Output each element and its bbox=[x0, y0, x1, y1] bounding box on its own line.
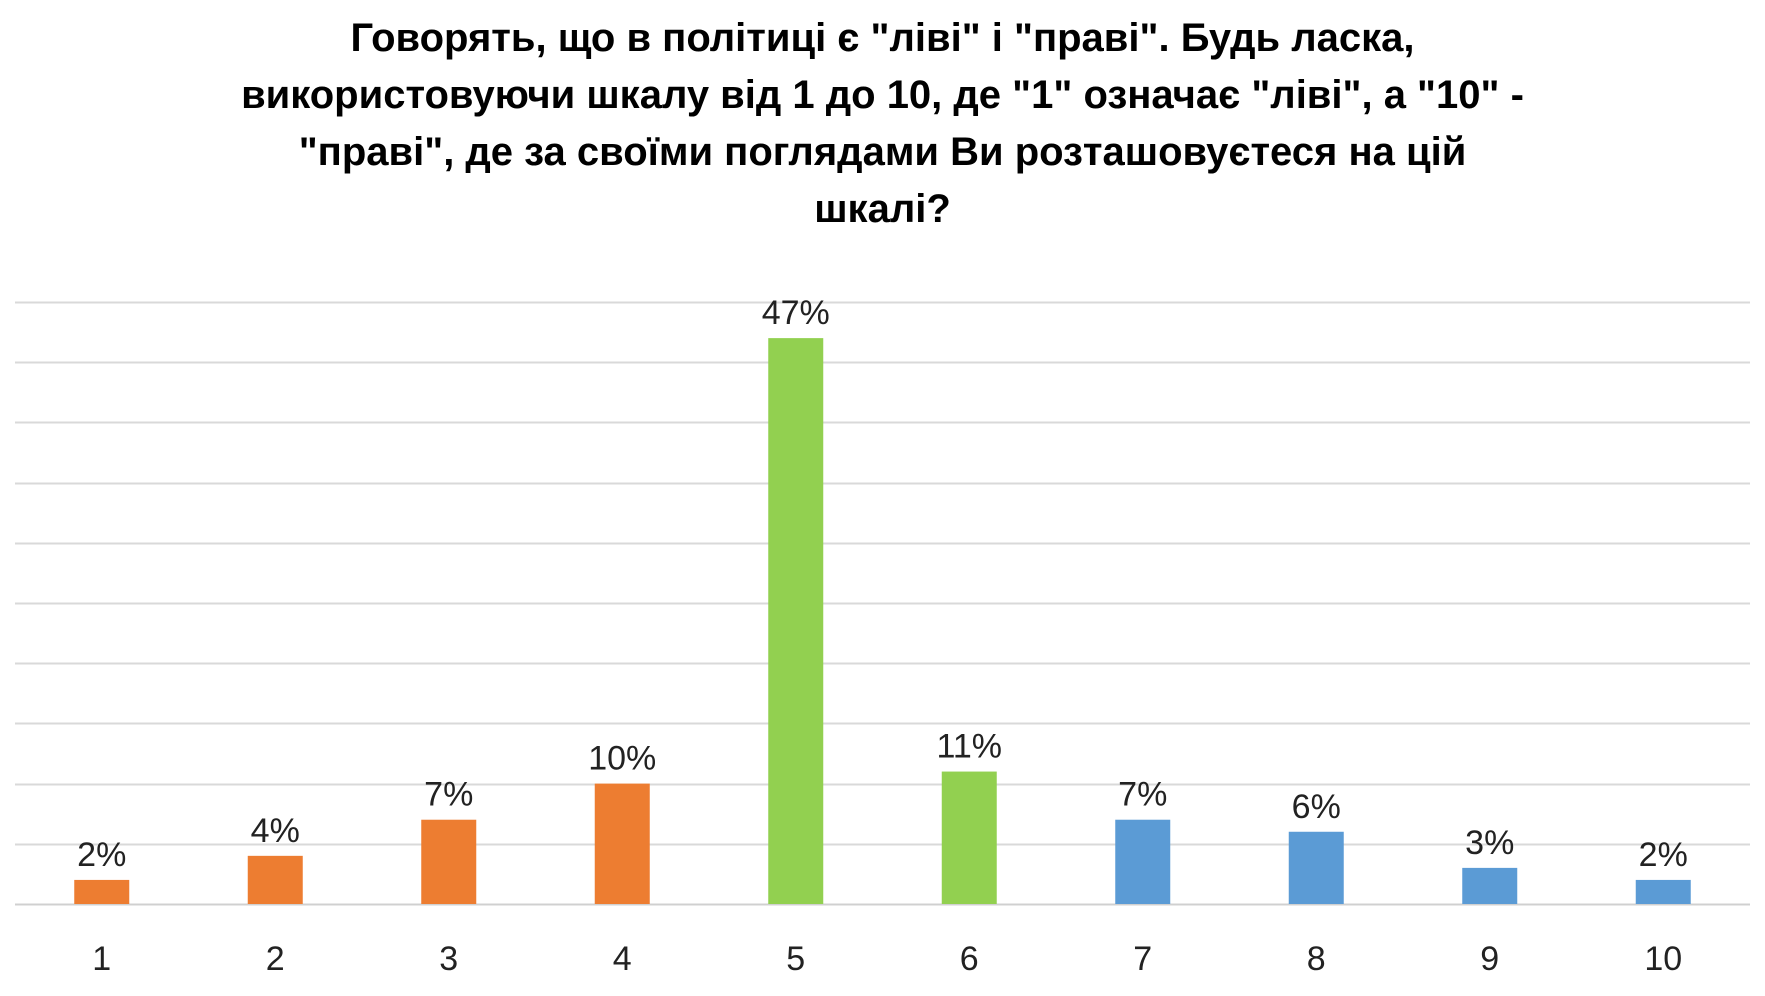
data-label-6: 11% bbox=[936, 728, 1002, 766]
x-tick-label-9: 9 bbox=[1480, 940, 1499, 978]
x-tick-label-6: 6 bbox=[960, 940, 979, 978]
x-tick-label-1: 1 bbox=[92, 940, 111, 978]
bar-4 bbox=[594, 783, 650, 904]
gridlines bbox=[15, 301, 1750, 906]
data-label-3: 7% bbox=[424, 776, 473, 814]
bar-7 bbox=[1115, 819, 1171, 904]
x-tick-label-10: 10 bbox=[1644, 940, 1682, 978]
x-tick-label-4: 4 bbox=[613, 940, 632, 978]
chart-title: Говорять, що в політиці є "ліві" і "прав… bbox=[241, 16, 1524, 231]
bar-5 bbox=[768, 338, 824, 904]
data-labels: 2% 4% 7% 10% 47% 11% 7% 6% 3% 2% bbox=[77, 294, 1688, 874]
data-label-8: 6% bbox=[1292, 788, 1341, 826]
data-label-2: 4% bbox=[251, 812, 300, 850]
bar-2 bbox=[247, 855, 303, 904]
x-tick-label-3: 3 bbox=[439, 940, 458, 978]
data-label-7: 7% bbox=[1118, 776, 1167, 814]
data-label-5: 47% bbox=[762, 294, 830, 332]
bar-10 bbox=[1635, 879, 1691, 904]
data-label-10: 2% bbox=[1639, 836, 1688, 874]
x-tick-label-8: 8 bbox=[1307, 940, 1326, 978]
bar-6 bbox=[941, 771, 997, 904]
x-axis-ticks: 1 2 3 4 5 6 7 8 9 10 bbox=[92, 940, 1682, 978]
x-tick-label-5: 5 bbox=[786, 940, 805, 978]
bar-3 bbox=[421, 819, 477, 904]
bar-9 bbox=[1462, 867, 1518, 904]
x-tick-label-2: 2 bbox=[266, 940, 285, 978]
bars bbox=[74, 338, 1691, 904]
x-tick-label-7: 7 bbox=[1133, 940, 1152, 978]
bar-8 bbox=[1288, 831, 1344, 904]
data-label-4: 10% bbox=[588, 740, 656, 778]
data-label-9: 3% bbox=[1465, 824, 1514, 862]
bar-1 bbox=[74, 879, 130, 904]
data-label-1: 2% bbox=[77, 836, 126, 874]
